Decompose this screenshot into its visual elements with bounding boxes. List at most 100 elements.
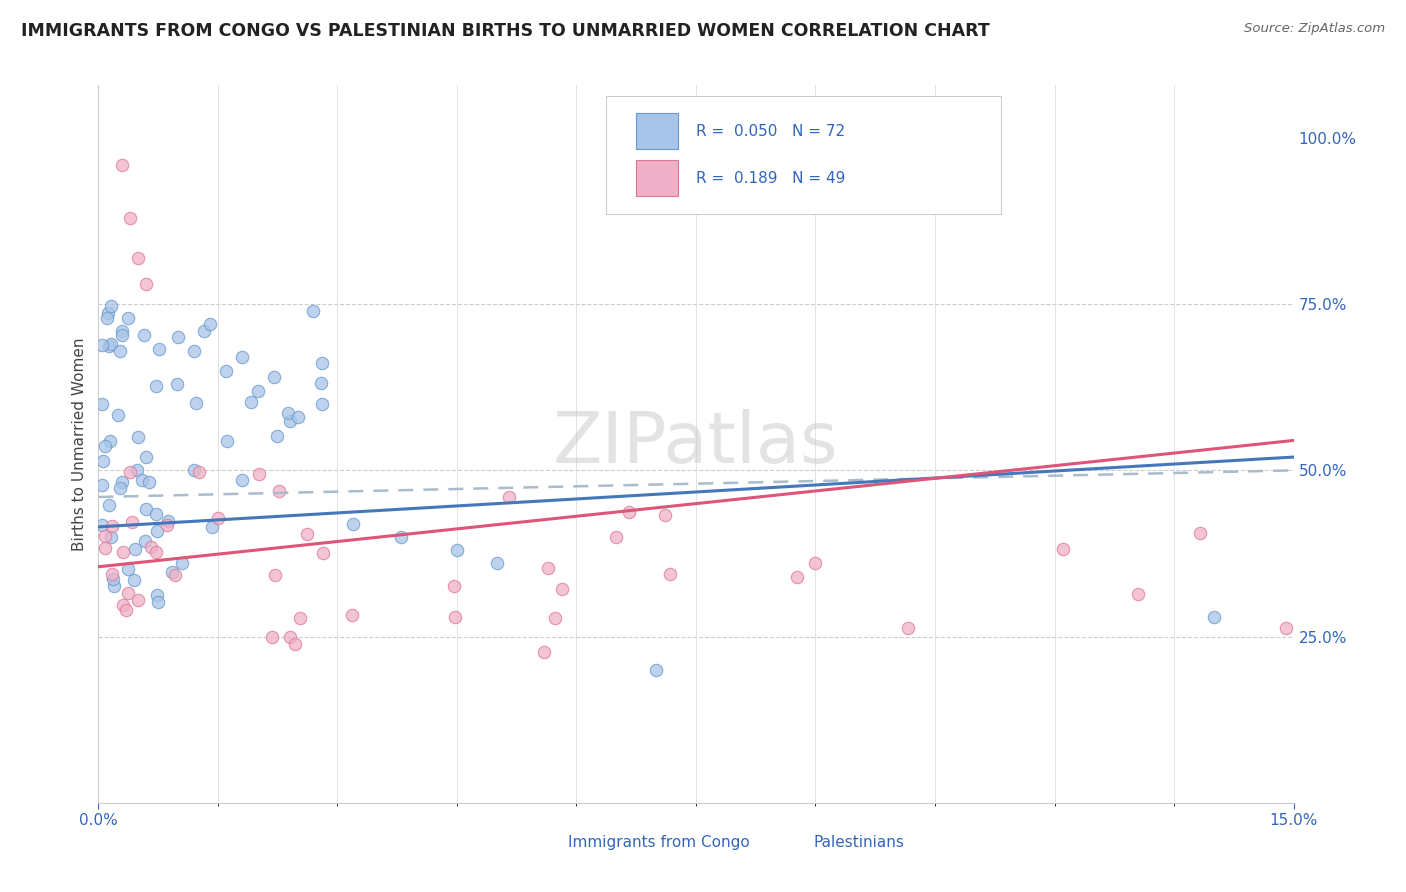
Point <box>786 570 808 584</box>
Point <box>93 529 115 543</box>
Text: Immigrants from Congo: Immigrants from Congo <box>568 835 749 850</box>
Point <box>443 579 465 593</box>
Point <box>207 511 229 525</box>
Point <box>135 501 157 516</box>
Point <box>112 544 135 558</box>
Point <box>117 310 139 325</box>
Point <box>135 450 157 464</box>
Point <box>551 582 574 597</box>
Point <box>309 376 332 391</box>
Point <box>127 592 149 607</box>
Point <box>1188 525 1211 540</box>
Point <box>183 463 205 477</box>
Point <box>231 473 253 487</box>
Point <box>111 157 134 171</box>
Point <box>240 395 263 409</box>
Text: Source: ZipAtlas.com: Source: ZipAtlas.com <box>1244 22 1385 36</box>
Point <box>198 317 221 331</box>
Point <box>121 515 143 529</box>
Point <box>145 507 167 521</box>
Point <box>340 607 363 622</box>
Point <box>167 330 190 344</box>
Point <box>110 475 132 490</box>
Point <box>284 637 307 651</box>
Point <box>97 306 120 320</box>
Point <box>444 610 467 624</box>
Point <box>100 299 122 313</box>
Text: R =  0.189   N = 49: R = 0.189 N = 49 <box>696 170 845 186</box>
Point <box>156 514 179 528</box>
Point <box>654 508 676 522</box>
Point <box>117 562 139 576</box>
Point <box>100 337 122 351</box>
Point <box>260 631 283 645</box>
Point <box>120 211 142 225</box>
Point <box>127 430 149 444</box>
Point <box>96 311 118 326</box>
Point <box>263 568 285 582</box>
Point <box>124 542 146 557</box>
Point <box>645 663 668 677</box>
Point <box>135 277 157 292</box>
Point <box>446 543 468 558</box>
Point <box>266 428 288 442</box>
Point <box>297 527 319 541</box>
FancyBboxPatch shape <box>773 828 804 856</box>
Point <box>186 396 208 410</box>
Point <box>110 344 132 359</box>
Point <box>112 599 135 613</box>
Point <box>134 534 156 549</box>
Point <box>389 530 412 544</box>
Point <box>100 530 122 544</box>
Point <box>145 545 167 559</box>
Point <box>148 343 170 357</box>
Point <box>98 499 121 513</box>
Point <box>163 568 186 582</box>
Point <box>1052 542 1074 557</box>
Point <box>278 630 301 644</box>
Point <box>127 463 149 477</box>
Point <box>115 602 138 616</box>
Point <box>897 621 920 635</box>
Text: Palestinians: Palestinians <box>813 835 904 850</box>
Point <box>1202 609 1225 624</box>
Point <box>485 557 508 571</box>
Point <box>533 644 555 658</box>
Point <box>117 586 139 600</box>
Point <box>537 561 560 575</box>
Point <box>98 339 121 353</box>
Point <box>277 406 299 420</box>
Point <box>278 414 301 428</box>
FancyBboxPatch shape <box>529 828 558 856</box>
Point <box>101 567 124 582</box>
Point <box>91 337 114 351</box>
Point <box>267 484 290 499</box>
Point <box>110 324 132 338</box>
Point <box>91 517 114 532</box>
Point <box>110 481 132 495</box>
Point <box>187 465 209 479</box>
Point <box>659 566 682 581</box>
Point <box>156 517 179 532</box>
Point <box>139 541 162 555</box>
Point <box>166 376 188 391</box>
Point <box>94 541 117 555</box>
Y-axis label: Births to Unmarried Women: Births to Unmarried Women <box>72 337 87 550</box>
Point <box>145 379 167 393</box>
Point <box>311 397 333 411</box>
Point <box>146 588 169 602</box>
Point <box>201 520 224 534</box>
Point <box>605 530 627 544</box>
FancyBboxPatch shape <box>606 95 1001 214</box>
Point <box>101 519 124 533</box>
Point <box>111 328 134 343</box>
Point <box>103 579 125 593</box>
Point <box>302 303 325 318</box>
Point <box>127 251 149 265</box>
Point <box>94 439 117 453</box>
Point <box>183 343 205 358</box>
Text: ZIPatlas: ZIPatlas <box>553 409 839 478</box>
Point <box>263 370 285 384</box>
Point <box>124 574 146 588</box>
Text: R =  0.050   N = 72: R = 0.050 N = 72 <box>696 124 845 139</box>
